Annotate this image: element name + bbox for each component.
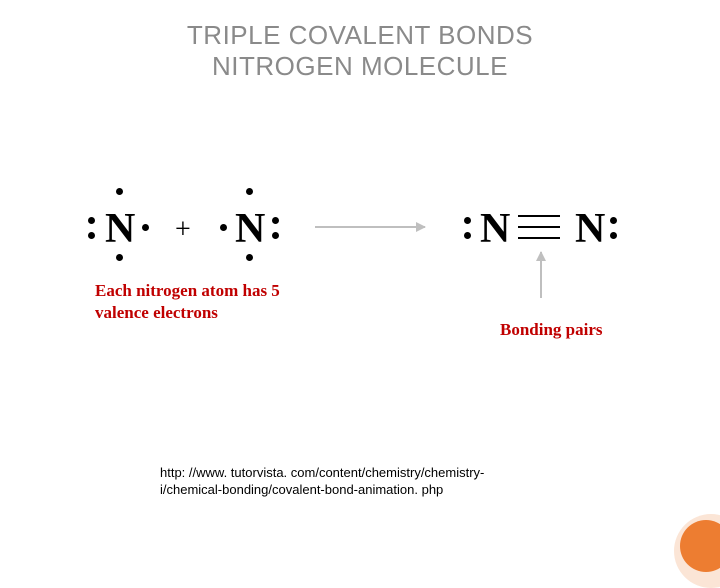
source-url: http: //www. tutorvista. com/content/che… — [160, 465, 484, 499]
atom-n3: N — [480, 205, 510, 253]
caption-valence-line1: Each nitrogen atom has 5 — [95, 280, 280, 302]
electron-dot — [272, 217, 279, 224]
electron-dot — [220, 224, 227, 231]
electron-dot — [88, 232, 95, 239]
atom-n2: N — [235, 205, 265, 253]
electron-dot — [142, 224, 149, 231]
electron-dot — [116, 254, 123, 261]
diagram-area: N + N N N — [0, 160, 720, 300]
url-line2: i/chemical-bonding/covalent-bond-animati… — [160, 482, 484, 499]
caption-valence-line2: valence electrons — [95, 302, 280, 324]
triple-bond-line — [518, 237, 560, 239]
electron-dot — [610, 232, 617, 239]
slide-title: TRIPLE COVALENT BONDS NITROGEN MOLECULE — [0, 20, 720, 82]
title-line-2: NITROGEN MOLECULE — [0, 51, 720, 82]
triple-bond-line — [518, 226, 560, 228]
electron-dot — [116, 188, 123, 195]
electron-dot — [246, 254, 253, 261]
electron-dot — [464, 232, 471, 239]
triple-bond-line — [518, 215, 560, 217]
url-line1: http: //www. tutorvista. com/content/che… — [160, 465, 484, 482]
plus-sign: + — [175, 214, 191, 246]
electron-dot — [88, 217, 95, 224]
bonding-pairs-arrow — [540, 252, 542, 298]
title-line-1: TRIPLE COVALENT BONDS — [0, 20, 720, 51]
atom-n1: N — [105, 205, 135, 253]
electron-dot — [272, 232, 279, 239]
reaction-arrow — [315, 226, 425, 228]
electron-dot — [246, 188, 253, 195]
atom-n4: N — [575, 205, 605, 253]
electron-dot — [464, 217, 471, 224]
caption-bonding-pairs: Bonding pairs — [500, 320, 603, 340]
caption-valence: Each nitrogen atom has 5 valence electro… — [95, 280, 280, 324]
electron-dot — [610, 217, 617, 224]
